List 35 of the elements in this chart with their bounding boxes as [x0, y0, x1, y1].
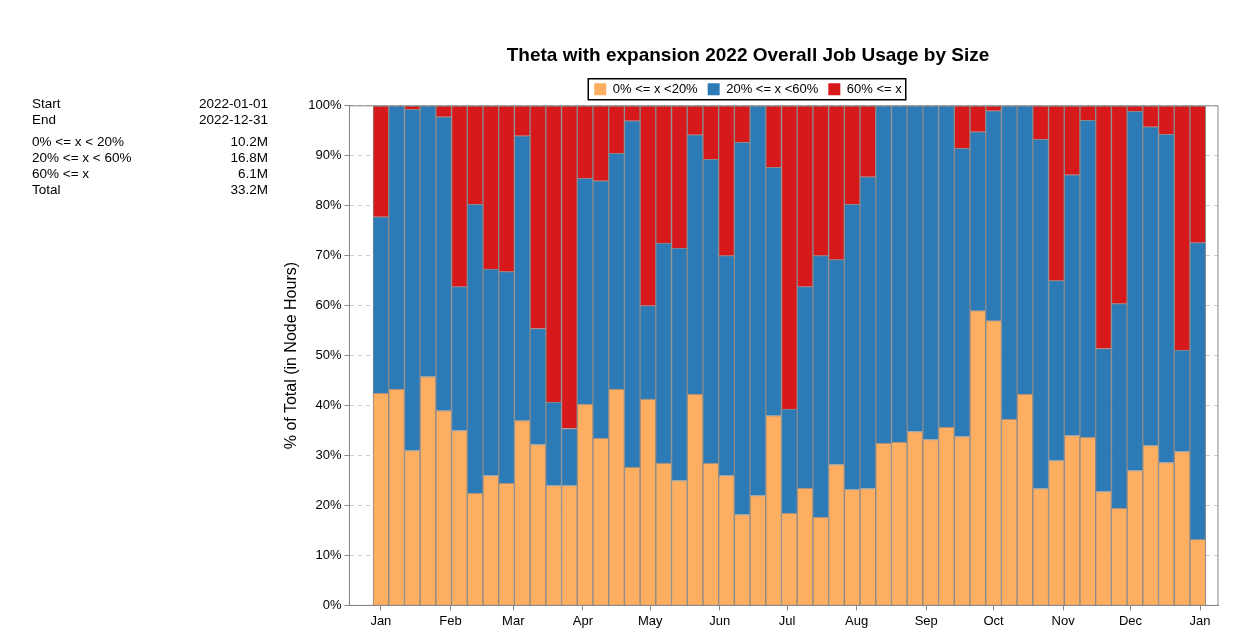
legend-label: 0% <= x <20%: [612, 80, 699, 96]
x-tick-label: Dec: [1118, 612, 1143, 628]
legend-label: 20% <= x <60%: [726, 80, 819, 96]
legend-label: 60% <= x: [846, 80, 903, 96]
y-tick-label: 60%: [315, 297, 342, 313]
x-tick-label: Jan: [370, 612, 392, 628]
text: 20% <= x < 60% 16.8M: [32, 150, 268, 165]
text: Total 33.2M: [32, 182, 268, 197]
y-axis-title: % of Total (in Node Hours): [282, 261, 300, 450]
x-tick-label: Apr: [572, 612, 594, 628]
y-tick-label: 100%: [308, 97, 342, 113]
x-tick-label: Jan: [1189, 612, 1211, 628]
y-tick-label: 20%: [315, 497, 342, 513]
x-tick-label: Aug: [845, 612, 869, 628]
y-tick-label: 40%: [315, 397, 342, 413]
x-tick-label: Oct: [983, 612, 1005, 628]
y-tick-label: 0%: [322, 596, 342, 612]
y-tick-label: 70%: [315, 247, 342, 263]
text: 60% <= x 6.1M: [32, 166, 268, 181]
y-tick-label: 80%: [315, 197, 342, 213]
x-tick-label: May: [637, 612, 663, 628]
text: 0% <= x < 20% 10.2M: [32, 134, 268, 149]
y-tick-label: 90%: [315, 147, 342, 163]
x-tick-label: Nov: [1051, 612, 1076, 628]
y-tick-label: 10%: [315, 547, 342, 563]
text: Start 2022-01-01: [32, 96, 268, 111]
x-tick-label: Mar: [502, 612, 526, 628]
x-tick-label: Sep: [914, 612, 938, 628]
x-tick-label: Jun: [709, 612, 731, 628]
y-tick-label: 30%: [315, 447, 342, 463]
text: End 2022-12-31: [32, 112, 268, 127]
chart-title: Theta with expansion 2022 Overall Job Usage by Size: [506, 43, 990, 65]
x-tick-label: Feb: [439, 612, 462, 628]
x-tick-label: Jul: [778, 612, 796, 628]
y-tick-label: 50%: [315, 347, 342, 363]
